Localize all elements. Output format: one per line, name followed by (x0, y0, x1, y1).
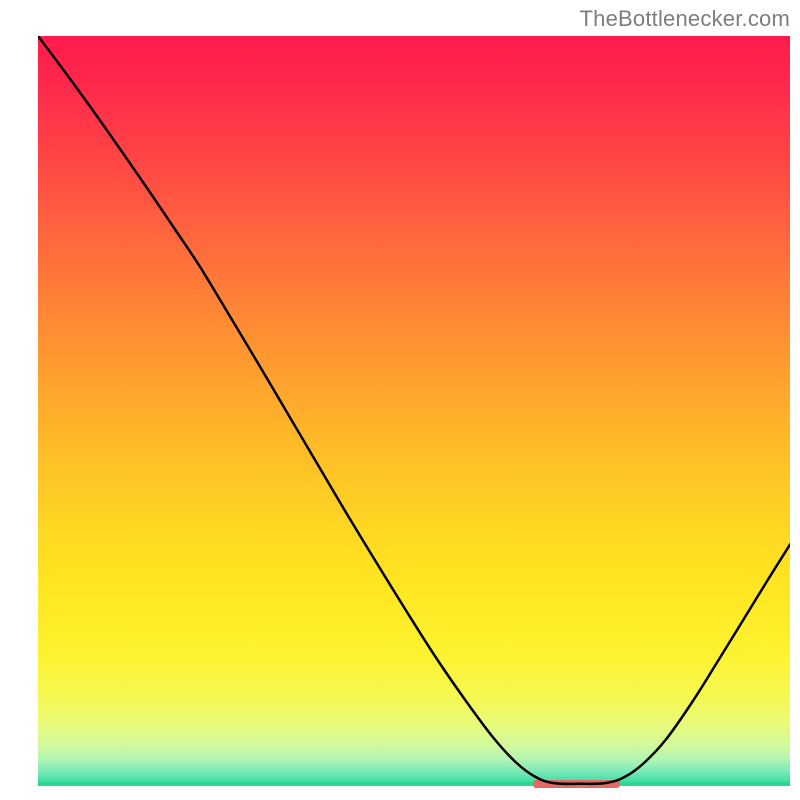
watermark-text: TheBottlenecker.com (580, 6, 790, 32)
chart-canvas: TheBottlenecker.com (0, 0, 800, 800)
curve-path (38, 36, 790, 784)
main-curve (38, 36, 790, 786)
plot-area (38, 36, 790, 786)
